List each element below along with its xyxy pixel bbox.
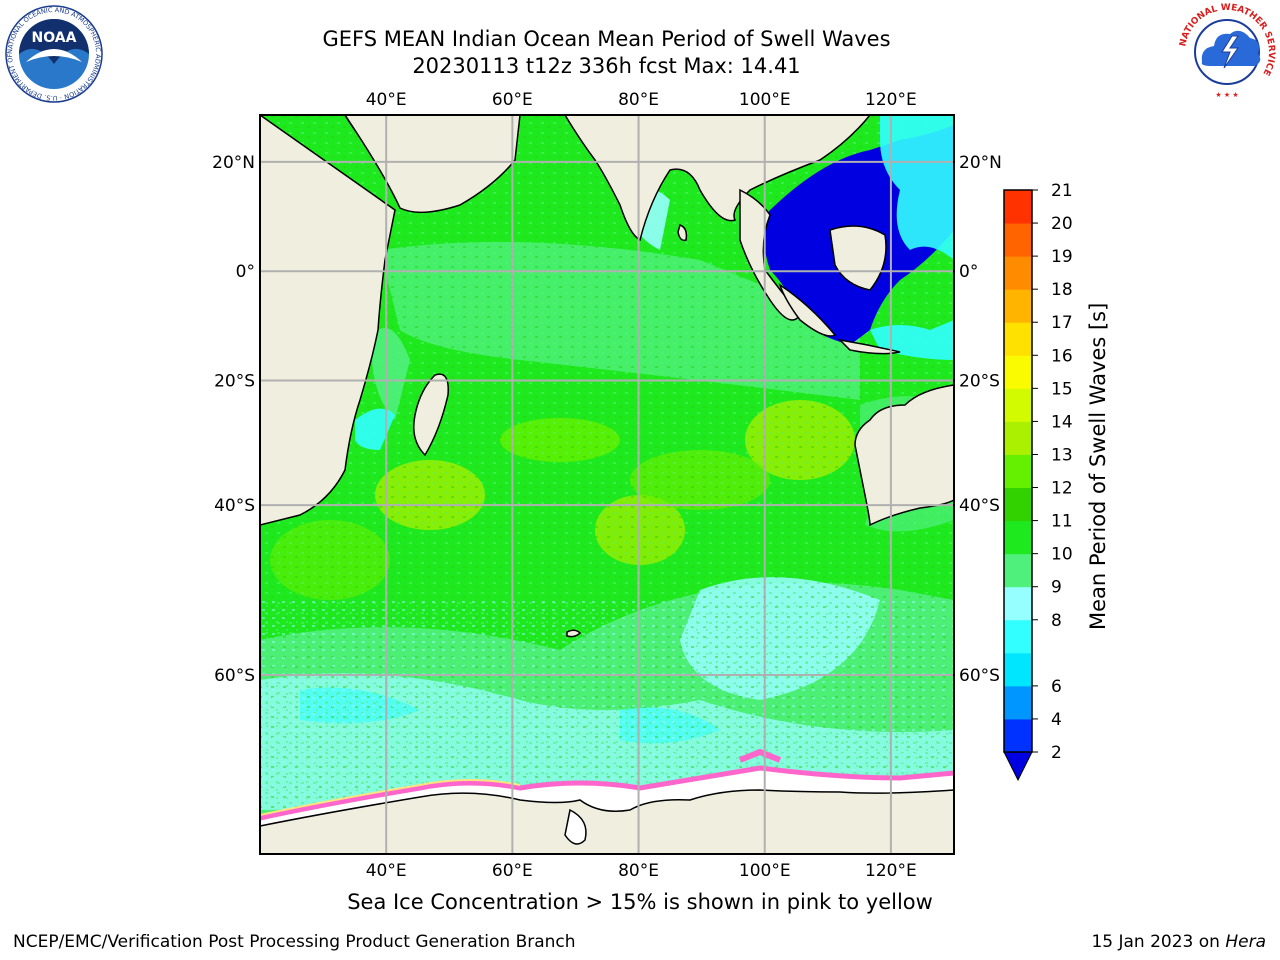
colorbar-tick-label: 21: [1051, 181, 1073, 201]
colorbar-tick-label: 8: [1051, 611, 1062, 631]
colorbar-tick-label: 2: [1051, 743, 1062, 763]
lon-tick-label-top: 60°E: [492, 90, 533, 110]
colorbar-segment: [1004, 355, 1032, 389]
lon-tick-label-top: 120°E: [865, 90, 917, 110]
colorbar-segment: [1004, 388, 1032, 422]
footer-host: Hera: [1225, 932, 1266, 952]
lat-tick-label-left: 40°S: [214, 496, 255, 516]
lat-tick-label-left: 0°: [236, 262, 255, 282]
sumatra: [778, 283, 837, 337]
sea-ice-edge: [260, 765, 954, 821]
lat-tick-label-right: 60°S: [959, 666, 1000, 686]
colorbar-segment: [1004, 619, 1032, 654]
colorbar-tick-label: 12: [1051, 479, 1073, 499]
lat-tick-label-left: 60°S: [214, 666, 255, 686]
colorbar-segment: [1004, 190, 1032, 224]
colorbar-segment: [1004, 718, 1032, 753]
colorbar-segment: [1004, 685, 1032, 720]
colorbar-segment: [1004, 289, 1032, 323]
colorbar-segment: [1004, 322, 1032, 356]
graticule: [260, 115, 954, 854]
colorbar-segment: [1004, 487, 1032, 522]
colorbar: 2 4 6 8 9 10 11 12 13 14 15 16 17 18 19 20 21: [1003, 181, 1073, 782]
colorbar-tick-label: 15: [1051, 379, 1073, 399]
colorbar-tick-label: 13: [1051, 445, 1073, 465]
svg-text:★ ★ ★: ★ ★ ★: [1215, 91, 1238, 99]
footer-date-text: 15 Jan 2023 on: [1091, 932, 1226, 952]
lat-tick-label-right: 40°S: [959, 496, 1000, 516]
colorbar-tick-label: 18: [1051, 280, 1073, 300]
borneo: [829, 225, 887, 291]
kerguelen-island: [566, 629, 582, 638]
lon-tick-label-top: 80°E: [618, 90, 659, 110]
colorbar-segment: [1004, 520, 1032, 555]
map-frame: [259, 114, 955, 855]
colorbar-segment: [1004, 586, 1032, 621]
colorbar-segment: [1004, 454, 1032, 489]
colorbar-tick-label: 20: [1051, 214, 1073, 234]
colorbar-segment: [1004, 652, 1032, 687]
india-landmass: [564, 115, 954, 242]
australia-landmass: [854, 384, 954, 527]
lat-tick-label-left: 20°N: [212, 153, 255, 173]
lon-tick-label-bottom: 120°E: [865, 861, 917, 881]
lat-tick-label-right: 20°S: [959, 371, 1000, 391]
colorbar-tick-label: 9: [1051, 578, 1062, 598]
map-title: GEFS MEAN Indian Ocean Mean Period of Sw…: [322, 27, 891, 51]
map-subtitle: 20230113 t12z 336h fcst Max: 14.41: [412, 54, 801, 78]
colorbar-segment: [1004, 256, 1032, 290]
lon-tick-label-bottom: 80°E: [618, 861, 659, 881]
lon-tick-label-top: 100°E: [739, 90, 791, 110]
noaa-logo: NATIONAL OCEANIC AND ATMOSPHERIC ADMINIS…: [4, 4, 103, 103]
lon-tick-label-bottom: 40°E: [366, 861, 407, 881]
africa-landmass: [260, 115, 396, 526]
colorbar-segment: [1004, 553, 1032, 588]
sea-ice-caption: Sea Ice Concentration > 15% is shown in …: [347, 890, 933, 914]
colorbar-frame: [1003, 189, 1033, 753]
lat-tick-label-right: 0°: [959, 262, 978, 282]
colorbar-tick-label: 11: [1051, 512, 1073, 532]
colorbar-tick-label: 14: [1051, 412, 1073, 432]
noaa-logo-text: NOAA: [32, 30, 77, 46]
colorbar-tick-label: 4: [1051, 710, 1062, 730]
nws-logo: NATIONAL WEATHER SERVICE ★ ★ ★: [1178, 3, 1276, 99]
arabia-landmass: [344, 115, 521, 214]
madagascar: [413, 373, 449, 457]
antarctica-landmass: [260, 789, 954, 854]
lat-tick-label-right: 20°N: [959, 153, 1002, 173]
map-field: [260, 115, 954, 854]
colorbar-tick-label: 6: [1051, 677, 1062, 697]
axis-tick-labels: 40°E 40°E 60°E 60°E 80°E 80°E 100°E 100°E 120°E 1…: [212, 90, 1002, 881]
footer-credit: NCEP/EMC/Verification Post Processing Pr…: [13, 932, 576, 952]
colorbar-tick-label: 16: [1051, 346, 1073, 366]
colorbar-tick-label: 17: [1051, 313, 1073, 333]
colorbar-tick-label: 10: [1051, 545, 1073, 565]
lon-tick-label-bottom: 60°E: [492, 861, 533, 881]
footer-date: 15 Jan 2023 on Hera: [1091, 932, 1266, 952]
lon-tick-label-top: 40°E: [366, 90, 407, 110]
colorbar-tick-label: 19: [1051, 247, 1073, 267]
colorbar-segment: [1004, 421, 1032, 455]
lon-tick-label-bottom: 100°E: [739, 861, 791, 881]
colorbar-segment: [1004, 223, 1032, 257]
colorbar-extend-arrow: [1003, 751, 1033, 782]
lat-tick-label-left: 20°S: [214, 371, 255, 391]
colorbar-title: Mean Period of Swell Waves [s]: [1086, 302, 1110, 630]
